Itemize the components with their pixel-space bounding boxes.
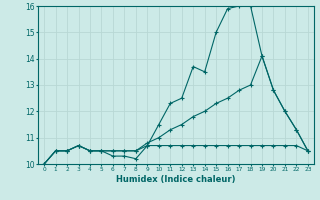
X-axis label: Humidex (Indice chaleur): Humidex (Indice chaleur) [116,175,236,184]
